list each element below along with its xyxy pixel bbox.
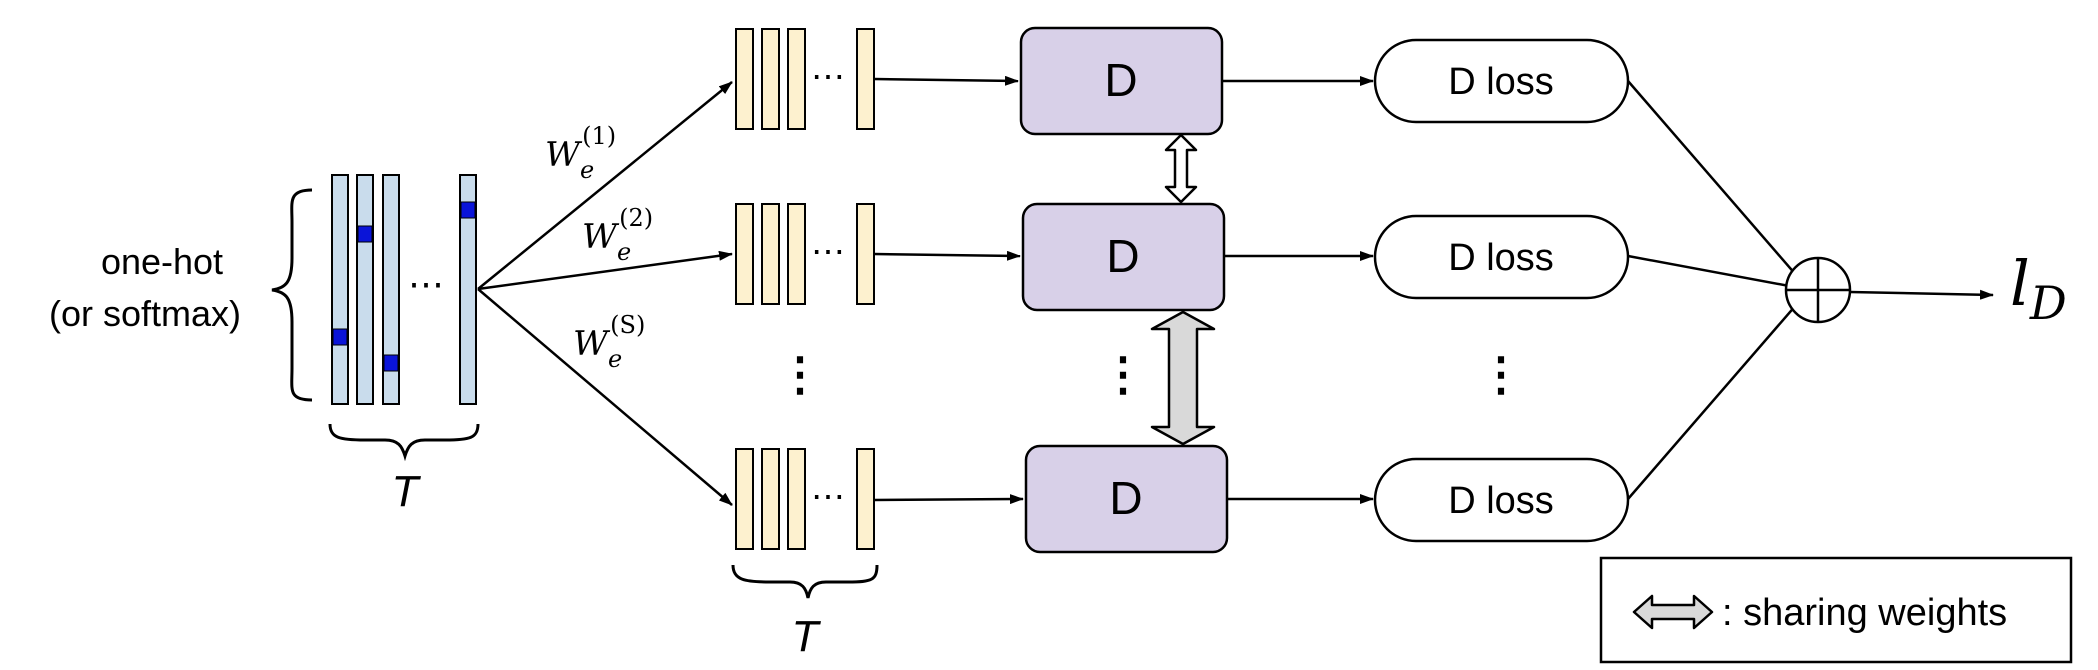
one-hot-vector [382,174,400,405]
legend-text: : sharing weights [1722,592,2007,634]
input-left-brace [271,188,313,402]
weight-label-2: We (2) [582,204,653,266]
arrow-sum-to-output [1849,289,1994,300]
one-hot-vector [459,174,477,405]
one-hot-entry [460,201,476,219]
weight-sup: (2) [619,204,653,232]
loss-label: D loss [1448,480,1554,522]
one-hot-entry [332,328,348,346]
input-horizontal-dots: ⋯ [408,263,444,304]
weight-sub: e [608,345,622,373]
discriminator-label: D [1104,54,1137,106]
weight-base: W [573,324,611,364]
loss-label: D loss [1448,61,1554,103]
loss-node-1: D loss [1373,38,1630,124]
embedding-arrow-s [477,288,733,506]
embedded-sequence-2: ⋯ [735,203,875,305]
embedded-sequence-s: ⋯ [735,448,875,550]
input-section: one-hot (or softmax) ⋯ T [49,174,480,516]
legend-sharing-arrow-icon [1632,594,1714,630]
output-label: lD [2010,247,2067,330]
one-hot-entry [383,354,399,372]
weight-base: W [545,135,583,175]
embedding-vector [787,448,806,550]
discriminator-1: D [1019,26,1224,136]
input-time-label: T [392,467,422,516]
arrow-to-discriminator-1 [873,75,1019,86]
loss-label: D loss [1448,237,1554,279]
loss-node-s: D loss [1373,457,1630,543]
arrow-loss-1-to-sum [1627,80,1804,284]
embedding-arrow-2 [477,250,733,291]
one-hot-vector [356,174,374,405]
weight-sub: e [580,156,594,184]
one-hot-vector [331,174,349,405]
output-sub: D [2029,276,2067,330]
input-label-line1: one-hot [101,241,223,282]
weight-label-1: We (1) [545,122,616,184]
embedding-vector [761,203,780,305]
weight-sub: e [617,238,631,266]
svg-text:We(S): We (S) [573,311,645,373]
discriminator-s: D [1024,444,1229,554]
embedding-vector [856,448,875,550]
embedding-horizontal-dots: ⋯ [811,233,845,271]
embedding-arrow-1 [477,81,733,290]
embedding-vector [787,28,806,130]
embedding-vector [856,28,875,130]
arrow-loss-2-to-sum [1627,254,1801,291]
embedding-vector [761,448,780,550]
loss-box [1373,457,1630,543]
svg-text:We(1): We (1) [545,122,616,184]
arrow-to-discriminator-2 [873,250,1021,261]
arrow-to-discriminator-s [873,494,1024,505]
embedded-sequence-1: ⋯ [735,28,875,130]
discriminator-2: D [1021,202,1226,312]
one-hot-entry [357,225,373,243]
embedding-vector [761,28,780,130]
embedding-bottom-brace [731,564,879,599]
svg-text:We(2): We (2) [582,204,653,266]
sharing-weights-arrow-2-s [1150,310,1216,446]
loss-vertical-dots: ⋮ [1478,348,1524,400]
embedding-horizontal-dots: ⋯ [811,58,845,96]
weight-sup: (1) [582,122,616,150]
output-base: l [2010,247,2030,320]
weight-sup: (S) [610,311,645,339]
embedding-time-label: T [792,612,822,661]
input-bottom-brace [328,423,480,462]
sharing-weights-arrow-1-2 [1164,133,1198,204]
embedding-vertical-dots: ⋮ [777,348,823,400]
sum-node [1784,256,1852,324]
one-hot-vectors: ⋯ [331,174,477,405]
embedding-horizontal-dots: ⋯ [811,478,845,516]
embedding-vector [735,28,754,130]
arrow-loss-s-to-sum [1627,296,1804,500]
legend: : sharing weights [1599,556,2073,664]
embedding-vector [735,448,754,550]
loss-node-2: D loss [1373,214,1630,300]
discriminator-vertical-dots: ⋮ [1100,348,1146,400]
embedding-vector [735,203,754,305]
weight-base: W [582,217,620,257]
discriminator-label: D [1106,230,1139,282]
input-label-line2: (or softmax) [49,293,241,334]
weight-label-s: We (S) [573,311,645,373]
embedding-arrows: We (1) We (2) We (S) [477,81,733,506]
embedding-vector [787,203,806,305]
discriminator-label: D [1109,472,1142,524]
embedding-vector [856,203,875,305]
